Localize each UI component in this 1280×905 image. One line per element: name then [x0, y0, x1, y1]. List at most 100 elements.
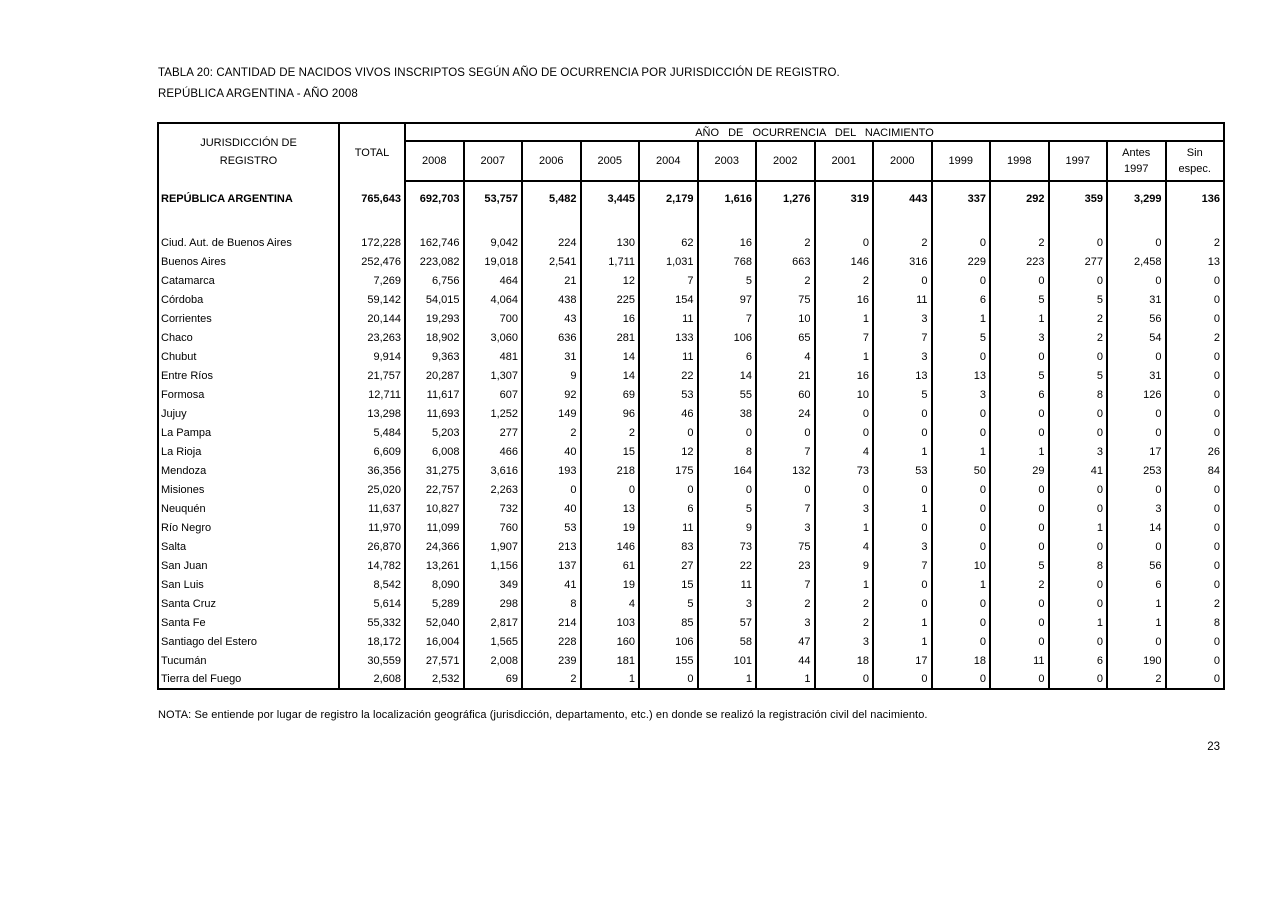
row-label: Tierra del Fuego [161, 673, 242, 685]
table-cell: 0 [872, 575, 932, 594]
table-cell: 61 [579, 556, 639, 575]
table-cell [813, 209, 873, 233]
table-cell: 2 [521, 670, 581, 689]
table-cell: 30,559 [338, 651, 405, 670]
table-cell: 2 [989, 233, 1049, 252]
table-cell: 18 [930, 651, 990, 670]
row-label: Ciud. Aut. de Buenos Aires [161, 236, 292, 249]
table-cell: 636 [521, 328, 581, 347]
table-cell: 75 [755, 537, 815, 556]
table-cell: 29 [989, 461, 1049, 480]
table-cell: 55,332 [338, 613, 405, 632]
table-row: Chubut 9,914 9,363 481 31 14 11 6 4 1 3 0 0 0 0 0 [158, 347, 1224, 366]
table-cell: 9 [696, 518, 756, 537]
table-cell: 5,203 [404, 423, 464, 442]
table-cell: 1,252 [462, 404, 522, 423]
table-cell: 2,179 [638, 189, 698, 209]
table-cell: 0 [930, 499, 990, 518]
table-cell: 1,156 [462, 556, 522, 575]
row-label: Buenos Aires [161, 255, 226, 268]
table-cell: 181 [579, 651, 639, 670]
table-cell: 132 [755, 461, 815, 480]
table-cell: 3 [872, 537, 932, 556]
table-cell: 31,275 [404, 461, 464, 480]
table-cell: 53 [521, 518, 581, 537]
table-cell: 0 [813, 480, 873, 499]
table-cell: 13 [579, 499, 639, 518]
table-cell: 0 [930, 404, 990, 423]
table-cell: 11 [989, 651, 1049, 670]
table-cell: 7,269 [338, 271, 405, 290]
table-cell: 175 [638, 461, 698, 480]
table-cell: 11 [638, 518, 698, 537]
table-cell: 0 [989, 632, 1049, 651]
table-cell: 23,263 [338, 328, 405, 347]
table-row: Santa Cruz 5,614 5,289 298 8 4 5 3 2 2 0 0 0 0 1 2 [158, 594, 1224, 613]
table-cell: 21 [521, 271, 581, 290]
table-cell: 4 [813, 442, 873, 461]
table-cell: 5 [696, 499, 756, 518]
table-cell: 24 [755, 404, 815, 423]
table-cell: 27 [638, 556, 698, 575]
col-header-sin-espec: Sin espec. [1164, 141, 1224, 182]
table-cell: 75 [755, 290, 815, 309]
table-cell: 12 [638, 442, 698, 461]
table-cell: 36,356 [338, 461, 405, 480]
table-cell: 0 [579, 480, 639, 499]
table-cell: 2 [755, 271, 815, 290]
table-cell: 5,614 [338, 594, 405, 613]
table-row: Neuquén 11,637 10,827 732 40 13 6 5 7 3 1 0 0 0 3 0 [158, 499, 1224, 518]
table-cell: 44 [755, 651, 815, 670]
table-cell [989, 209, 1049, 233]
table-cell [989, 181, 1049, 189]
table-cell: 0 [1047, 537, 1107, 556]
table-cell: 52,040 [404, 613, 464, 632]
row-label: La Pampa [161, 426, 212, 439]
table-cell: 225 [579, 290, 639, 309]
table-cell: 10,827 [404, 499, 464, 518]
table-cell: 3 [813, 499, 873, 518]
span-header-row: JURISDICCIÓN DE REGISTRO TOTAL AÑO DE OC… [158, 123, 1224, 181]
table-cell: 0 [1164, 556, 1224, 575]
table-cell: 466 [462, 442, 522, 461]
table-cell: 16 [813, 366, 873, 385]
table-cell: 0 [521, 480, 581, 499]
table-cell: 0 [1047, 575, 1107, 594]
table-cell: 0 [989, 347, 1049, 366]
table-cell: 2 [813, 271, 873, 290]
table-cell: 4 [755, 347, 815, 366]
table-cell: 0 [989, 537, 1049, 556]
table-cell: 1,307 [462, 366, 522, 385]
row-label: Entre Ríos [161, 369, 213, 382]
table-cell: 31 [1106, 366, 1166, 385]
table-cell: 481 [462, 347, 522, 366]
table-cell: 106 [696, 328, 756, 347]
table-cell: 8 [1047, 385, 1107, 404]
row-label: Córdoba [161, 293, 204, 306]
table-cell [638, 209, 698, 233]
table-cell: 43 [521, 309, 581, 328]
table-cell: 1 [872, 632, 932, 651]
table-cell: 0 [1164, 366, 1224, 385]
table-row: La Pampa 5,484 5,203 277 2 2 0 0 0 0 0 0 0 0 0 0 [158, 423, 1224, 442]
table-cell: 5 [1047, 366, 1107, 385]
table-cell: 349 [462, 575, 522, 594]
table-row: Ciud. Aut. de Buenos Aires 172,228 162,746… [158, 233, 1224, 252]
table-cell: 0 [1047, 271, 1107, 290]
table-cell: 4,064 [462, 290, 522, 309]
table-cell: 13,298 [338, 404, 405, 423]
table-cell: 154 [638, 290, 698, 309]
table-cell: 24,366 [404, 537, 464, 556]
table-cell: 2 [1164, 594, 1224, 613]
table-cell: 130 [579, 233, 639, 252]
table-cell [462, 209, 522, 233]
table-cell: 229 [930, 252, 990, 271]
table-cell [930, 209, 990, 233]
table-cell: 3,616 [462, 461, 522, 480]
table-cell: 12 [579, 271, 639, 290]
table-cell [638, 181, 698, 189]
table-cell: 155 [638, 651, 698, 670]
table-cell: 22,757 [404, 480, 464, 499]
table-cell: 3,445 [579, 189, 639, 209]
table-cell: 190 [1106, 651, 1166, 670]
